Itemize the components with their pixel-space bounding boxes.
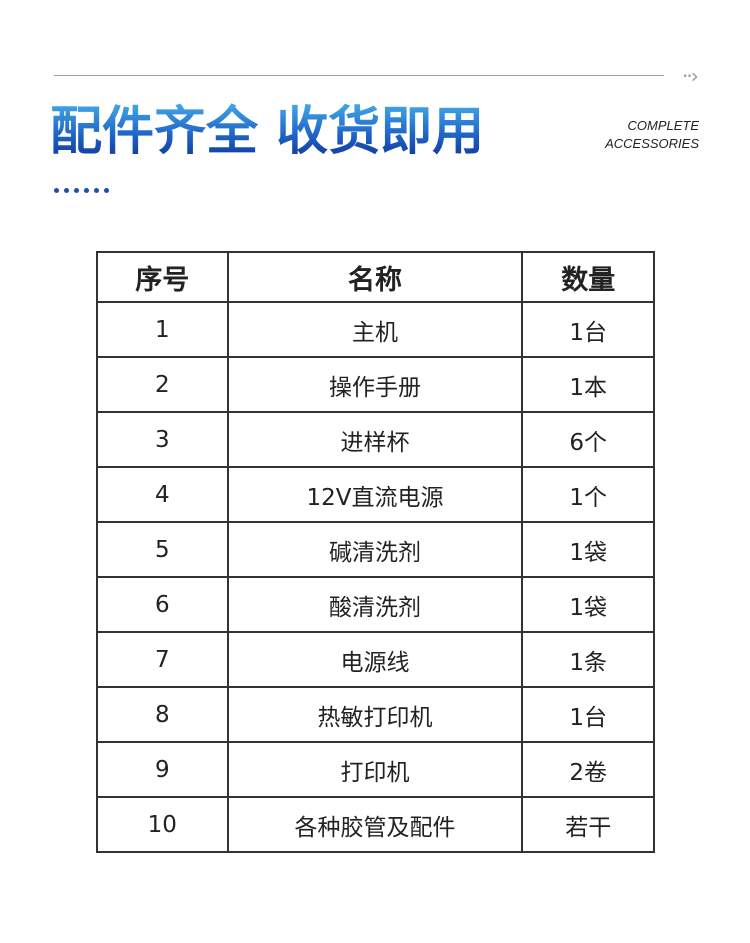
row-index: 4 [96, 466, 229, 523]
item-quantity: 1台 [521, 686, 655, 743]
item-name: 碱清洗剂 [226, 521, 524, 578]
item-name: 操作手册 [226, 356, 524, 413]
row-index: 6 [96, 576, 229, 633]
row-index: 2 [96, 356, 229, 413]
table-row: 2 操作手册 1本 [96, 356, 655, 413]
row-index: 8 [96, 686, 229, 743]
page-title: 配件齐全 收货即用 [50, 102, 485, 162]
item-name: 电源线 [226, 631, 524, 688]
row-index: 3 [96, 411, 229, 468]
table-row: 3 进样杯 6个 [96, 411, 655, 468]
double-chevron-right-icon: ··› [682, 64, 699, 88]
item-quantity: 若干 [521, 796, 655, 853]
table-row: 1 主机 1台 [96, 301, 655, 358]
row-index: 5 [96, 521, 229, 578]
table-header: 序号 名称 数量 [96, 251, 655, 303]
column-header: 名称 [226, 251, 524, 303]
item-quantity: 1个 [521, 466, 655, 523]
accessories-table: 序号 名称 数量 1 主机 1台 2 操作手册 1本 3 进样杯 6个 4 12V直流电源 1个 5 碱清洗剂… [96, 251, 655, 853]
table-row: 5 碱清洗剂 1袋 [96, 521, 655, 578]
item-quantity: 6个 [521, 411, 655, 468]
table-row: 8 热敏打印机 1台 [96, 686, 655, 743]
item-quantity: 1袋 [521, 576, 655, 633]
subtitle-line: ACCESSORIES [605, 136, 699, 151]
item-quantity: 1条 [521, 631, 655, 688]
item-quantity: 1本 [521, 356, 655, 413]
item-name: 酸清洗剂 [226, 576, 524, 633]
column-header: 序号 [96, 251, 229, 303]
item-quantity: 1袋 [521, 521, 655, 578]
english-subtitle: COMPLETE ACCESSORIES [605, 117, 699, 153]
item-quantity: 2卷 [521, 741, 655, 798]
item-name: 进样杯 [226, 411, 524, 468]
item-name: 热敏打印机 [226, 686, 524, 743]
item-name: 各种胶管及配件 [226, 796, 524, 853]
item-name: 打印机 [226, 741, 524, 798]
column-header: 数量 [521, 251, 655, 303]
divider [54, 75, 664, 76]
table-row: 6 酸清洗剂 1袋 [96, 576, 655, 633]
row-index: 9 [96, 741, 229, 798]
item-quantity: 1台 [521, 301, 655, 358]
subtitle-line: COMPLETE [627, 118, 699, 133]
item-name: 主机 [226, 301, 524, 358]
row-index: 1 [96, 301, 229, 358]
table-row: 9 打印机 2卷 [96, 741, 655, 798]
row-index: 10 [96, 796, 229, 853]
table-row: 4 12V直流电源 1个 [96, 466, 655, 523]
table-row: 7 电源线 1条 [96, 631, 655, 688]
table-row: 10 各种胶管及配件 若干 [96, 796, 655, 853]
row-index: 7 [96, 631, 229, 688]
decorative-dots [54, 188, 109, 193]
item-name: 12V直流电源 [226, 466, 524, 523]
